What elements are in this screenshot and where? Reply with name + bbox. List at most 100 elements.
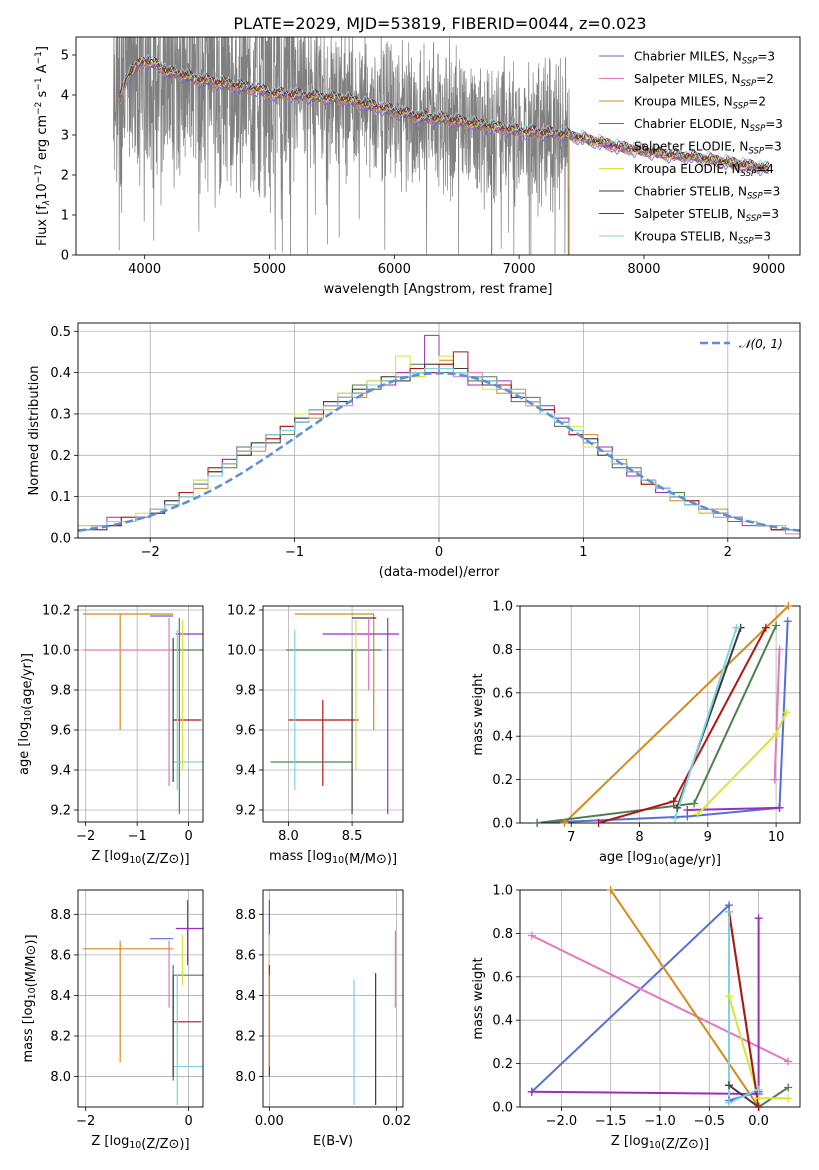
y-tick-label: 8.4 (235, 989, 256, 1004)
plus-marker (669, 797, 678, 806)
plot-area (263, 606, 403, 822)
model-line-8 (119, 53, 770, 168)
plus-marker (606, 886, 615, 894)
y-tick-label: 0.8 (492, 643, 513, 658)
x-tick-label: 8.5 (342, 829, 363, 844)
y-tick-label: 10.0 (227, 644, 256, 659)
plot-data (531, 890, 789, 1107)
y-tick-label: 8.2 (50, 1030, 71, 1045)
plus-marker (784, 1083, 793, 1092)
plus-marker (683, 805, 692, 814)
x-tick-label: 0 (435, 545, 443, 560)
plus-marker (533, 819, 542, 827)
plot-data (83, 900, 203, 1105)
axes-frame (262, 889, 404, 1108)
x-axis-label: (data-model)/error (379, 565, 500, 580)
plus-marker (693, 810, 702, 819)
x-tick-label: 8.0 (278, 829, 299, 844)
plot-data (268, 900, 396, 1105)
axes-frame (77, 322, 801, 539)
y-tick-label: 4 (61, 89, 69, 104)
plot-data (83, 613, 203, 814)
plot-area (78, 890, 203, 1107)
y-tick-label: 8.0 (50, 1070, 71, 1085)
y-tick-label: 0.3 (50, 407, 71, 422)
plus-marker (594, 819, 603, 827)
y-tick-label: 0.6 (492, 970, 513, 985)
x-tick-label: 6000 (378, 262, 411, 277)
y-tick-label: 0.8 (492, 927, 513, 942)
legend-label: Salpeter ELODIE, NSSP=3 (634, 140, 782, 157)
residual-histogram-panel: −2 −1 0 1 2 0.0 0.1 0.2 0.3 0.4 0.5 (data-model)/er… (27, 322, 801, 580)
x-tick-label: −1.0 (644, 1114, 676, 1129)
x-tick-label: 1 (579, 545, 587, 560)
mass-weight-line-2 (563, 606, 790, 823)
mass-vs-extinction-panel: 0.00 0.02 8.0 8.2 8.4 8.6 8.8 E(B-V) (235, 889, 411, 1149)
y-axis-label: Normed distribution (27, 366, 42, 496)
plus-marker (754, 914, 763, 923)
spectrum-panel: 4000 5000 6000 7000 8000 9000 0 1 2 3 4 5 wavelength… (34, 36, 801, 297)
y-tick-label: 1 (61, 209, 69, 224)
age-vs-metallicity-panel: −2 −1 0 9.2 9.4 9.6 9.8 10.0 10.2 Z [log10(Z/Z⊙)]… (17, 604, 204, 867)
y-tick-label: 10.0 (42, 644, 71, 659)
plus-marker (673, 803, 682, 812)
plus-marker (732, 623, 741, 632)
x-tick-label: −2 (141, 545, 160, 560)
mass-weight-line-8 (674, 627, 738, 820)
x-tick-label: 10 (768, 830, 785, 845)
legend-label: Chabrier STELIB, NSSP=3 (634, 185, 780, 202)
x-tick-label: 4000 (128, 262, 161, 277)
plus-marker (527, 931, 536, 940)
age-vs-mass-panel: 8.0 8.5 9.2 9.4 9.6 9.8 10.0 10.2 mass [log10(M/… (227, 604, 404, 867)
plot-area (263, 890, 403, 1107)
figure-title: PLATE=2029, MJD=53819, FIBERID=0044, z=0… (233, 14, 646, 33)
mass-weight-line-1 (531, 934, 789, 1063)
plus-marker (784, 1057, 793, 1066)
histogram-series-8 (78, 368, 800, 538)
y-tick-label: 0.0 (50, 532, 71, 547)
x-tick-label: 7 (567, 830, 575, 845)
x-tick-label: −2.0 (546, 1114, 578, 1129)
y-tick-label: 8.8 (235, 908, 256, 923)
plus-marker (725, 1081, 734, 1090)
legend-label: Chabrier ELODIE, NSSP=3 (634, 117, 783, 134)
plot-data (270, 613, 400, 814)
legend-label: Chabrier MILES, NSSP=3 (634, 50, 775, 67)
y-tick-label: 9.2 (50, 804, 71, 819)
legend: Chabrier MILES, NSSP=3 Salpeter MILES, NS… (599, 50, 783, 247)
plus-marker (527, 1087, 536, 1096)
grid (78, 890, 203, 1107)
legend-label: Kroupa ELODIE, NSSP=4 (634, 162, 774, 179)
y-tick-label: 8.2 (235, 1030, 256, 1045)
y-axis-label: mass weight (471, 957, 486, 1039)
plus-marker (770, 775, 779, 784)
x-tick-label: −1 (285, 545, 304, 560)
y-tick-label: 0.4 (492, 730, 513, 745)
x-tick-label: 0.02 (382, 1114, 411, 1129)
axes-frame (77, 605, 204, 823)
y-tick-label: 8.6 (235, 948, 256, 963)
plus-marker (690, 799, 699, 808)
legend-label-normal: 𝒩(0, 1) (739, 337, 783, 351)
y-tick-label: 8.4 (50, 989, 71, 1004)
y-axis-label: age [log10(age/yr)] (17, 653, 35, 775)
plus-marker (784, 602, 793, 610)
plot-data (113, 37, 770, 255)
x-axis-label: wavelength [Angstrom, rest frame] (324, 282, 553, 297)
plus-marker (784, 1094, 793, 1103)
x-tick-label: −2 (76, 1114, 95, 1129)
plus-marker (560, 819, 569, 827)
x-axis-label: Z [log10(Z/Z⊙)] (91, 1134, 189, 1152)
y-tick-label: 0.5 (50, 325, 71, 340)
axes-frame (77, 889, 204, 1108)
y-tick-label: 0.2 (492, 1057, 513, 1072)
plus-marker (725, 992, 734, 1001)
y-tick-label: 0.2 (50, 449, 71, 464)
plot-area (78, 606, 203, 822)
y-tick-label: 0 (61, 249, 69, 264)
y-axis-label: mass weight (471, 673, 486, 755)
y-tick-label: 0.2 (492, 773, 513, 788)
model-line-6 (119, 57, 770, 171)
x-tick-label: 0 (184, 1114, 192, 1129)
axes-frame (262, 605, 404, 823)
